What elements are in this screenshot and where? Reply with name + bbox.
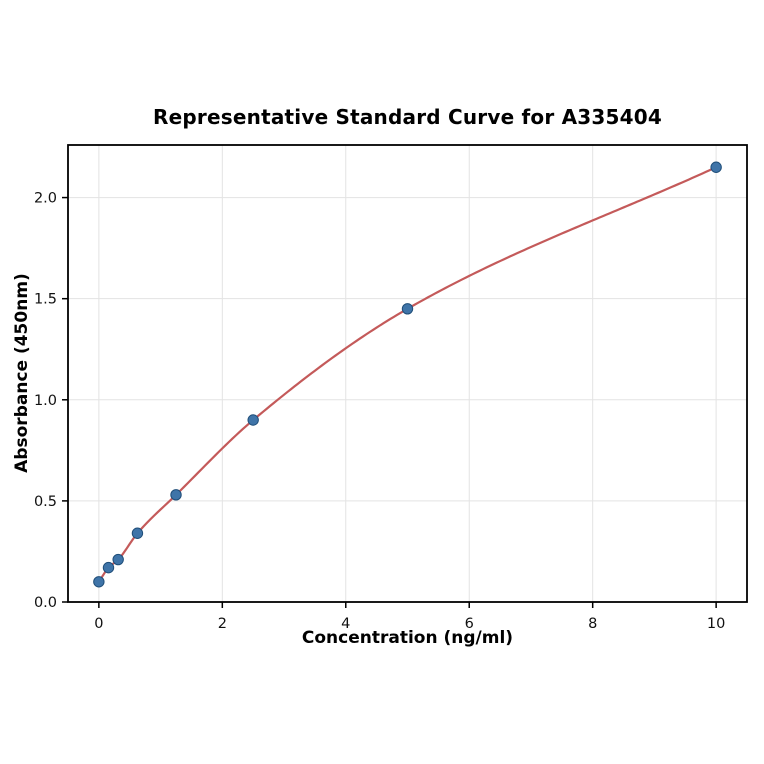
data-point	[131, 527, 144, 539]
data-point	[102, 561, 115, 574]
y-tick-label: 2.0	[34, 191, 57, 207]
chart-title: Representative Standard Curve for A33540…	[153, 105, 662, 129]
data-point	[710, 161, 722, 173]
data-point	[112, 553, 124, 566]
data-point	[170, 489, 182, 501]
y-tick-label: 0.5	[34, 494, 57, 510]
data-points	[93, 161, 722, 588]
tick-labels: 0 2 4 6 8 10 0.0 0.5 1.0 1.5 2.0	[34, 191, 725, 632]
tick-marks	[62, 196, 717, 608]
x-tick-label: 6	[465, 616, 474, 632]
y-tick-label: 0.0	[34, 595, 57, 611]
x-tick-label: 10	[707, 616, 725, 632]
x-tick-label: 0	[94, 616, 103, 632]
data-point	[247, 414, 259, 426]
plot-area	[68, 145, 747, 602]
plot-border	[67, 144, 748, 603]
data-point	[401, 303, 414, 315]
x-tick-label: 2	[218, 616, 227, 632]
x-axis-label: Concentration (ng/ml)	[301, 628, 514, 648]
y-axis-label: Absorbance (450nm)	[12, 273, 32, 473]
x-tick-label: 8	[588, 616, 597, 632]
y-tick-label: 1.5	[34, 292, 57, 308]
x-tick-label: 4	[341, 616, 350, 632]
data-point	[93, 576, 105, 588]
y-tick-label: 1.0	[34, 393, 57, 409]
grid-lines	[68, 145, 747, 603]
